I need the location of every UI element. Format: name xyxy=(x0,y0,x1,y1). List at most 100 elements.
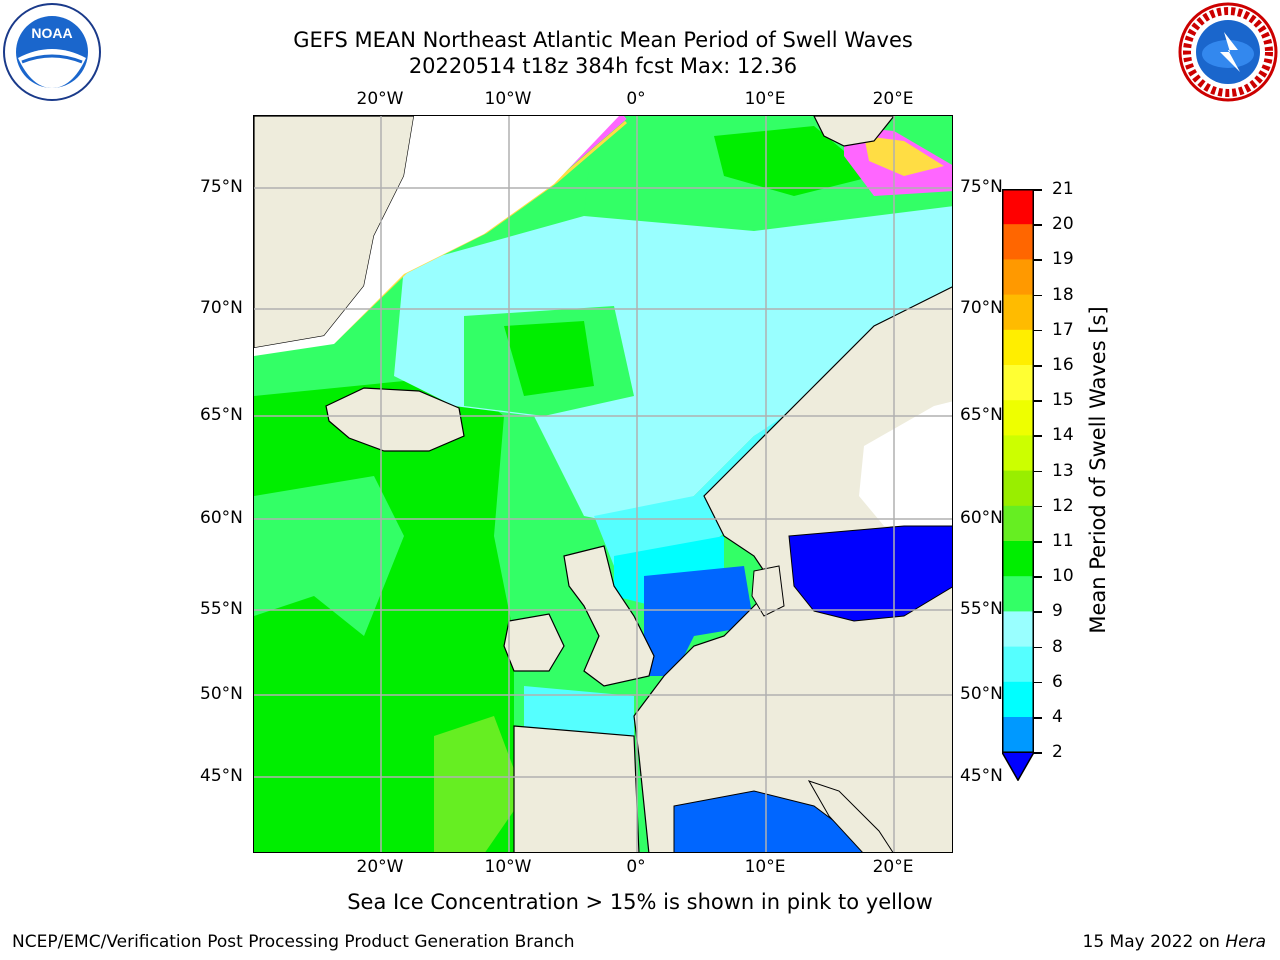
footer-branch: NCEP/EMC/Verification Post Processing Pr… xyxy=(12,932,575,952)
colorbar-tick-label: 11 xyxy=(1052,531,1074,551)
lat-label-left-70n: 70°N xyxy=(200,298,243,318)
footer-host: Hera xyxy=(1225,932,1266,952)
colorbar-tick-label: 17 xyxy=(1052,319,1074,340)
colorbar-bin xyxy=(1002,646,1034,683)
colorbar-tick-mark xyxy=(1034,611,1042,613)
land-svalbard xyxy=(813,116,895,147)
lon-label-top-10w: 10°W xyxy=(484,89,532,109)
lat-label-left-55n: 55°N xyxy=(200,599,243,619)
colorbar-tick-mark xyxy=(1034,224,1042,226)
lon-label-bottom-10e: 10°E xyxy=(744,857,786,877)
snow-sweden xyxy=(859,401,952,526)
colorbar-tick-mark xyxy=(1034,400,1042,402)
period-10-11-central xyxy=(504,321,594,396)
colorbar-tick-mark xyxy=(1034,717,1042,719)
colorbar-tick-label: 6 xyxy=(1052,671,1063,692)
colorbar-tick-label: 14 xyxy=(1052,425,1074,446)
colorbar-bin xyxy=(1002,224,1034,260)
lat-label-left-50n: 50°N xyxy=(200,684,243,704)
ice-greenland-coast xyxy=(254,116,619,356)
lat-label-right-60n: 60°N xyxy=(960,508,1003,528)
lat-label-left-65n: 65°N xyxy=(200,405,243,425)
colorbar-bin xyxy=(1002,294,1034,331)
colorbar-bin xyxy=(1002,189,1034,225)
colorbar-tick-label: 15 xyxy=(1052,390,1074,411)
chart-title: GEFS MEAN Northeast Atlantic Mean Period… xyxy=(293,28,913,52)
colorbar-tick-label: 9 xyxy=(1052,601,1063,622)
lat-label-right-50n: 50°N xyxy=(960,684,1003,704)
colorbar-tick-label: 18 xyxy=(1052,284,1074,305)
lon-label-top-10e: 10°E xyxy=(744,89,786,109)
land-denmark xyxy=(751,565,785,617)
lat-label-left-60n: 60°N xyxy=(200,508,243,528)
colorbar-tick-label: 2 xyxy=(1052,742,1063,763)
colorbar-tick-mark xyxy=(1034,681,1042,684)
period-2-4-northsea xyxy=(644,566,754,676)
map-canvas xyxy=(254,116,952,852)
colorbar-extend-triangle xyxy=(1002,751,1034,781)
colorbar-bin xyxy=(1002,717,1034,753)
colorbar-tick-mark xyxy=(1034,189,1042,191)
colorbar-tick-mark xyxy=(1034,505,1042,508)
lat-label-right-55n: 55°N xyxy=(960,599,1003,619)
lat-label-right-65n: 65°N xyxy=(960,405,1003,425)
nws-logo xyxy=(1178,2,1278,102)
colorbar-tick-label: 21 xyxy=(1052,179,1074,199)
period-10-11-north xyxy=(714,126,874,196)
land-iberia xyxy=(513,725,640,852)
lat-label-right-70n: 70°N xyxy=(960,298,1003,318)
colorbar-bin xyxy=(1002,681,1034,718)
lat-label-right-45n: 45°N xyxy=(960,766,1003,786)
swell-period-map xyxy=(253,115,953,853)
land-great-britain xyxy=(563,545,655,687)
land-iceland xyxy=(325,387,465,452)
baltic-sea xyxy=(788,525,952,622)
colorbar-bin xyxy=(1002,400,1034,436)
colorbar-bin xyxy=(1002,329,1034,366)
footer-date-text: 15 May 2022 on xyxy=(1082,932,1226,952)
colorbar-tick-label: 20 xyxy=(1052,214,1074,235)
noaa-logo: NOAA xyxy=(3,3,101,101)
colorbar-tick-label: 8 xyxy=(1052,636,1063,657)
colorbar-tick-label: 13 xyxy=(1052,460,1074,481)
colorbar-tick-mark xyxy=(1034,329,1042,332)
footer-date: 15 May 2022 on Hera xyxy=(1083,932,1267,952)
colorbar-tick-mark xyxy=(1034,365,1042,367)
period-9-10-patch xyxy=(254,476,404,636)
land-italy xyxy=(807,780,894,852)
lat-label-left-75n: 75°N xyxy=(200,177,243,197)
colorbar-bin xyxy=(1002,470,1034,507)
colorbar-bin xyxy=(1002,611,1034,648)
colorbar-bin xyxy=(1002,435,1034,472)
colorbar-tick-mark xyxy=(1034,294,1042,297)
colorbar-tick-mark xyxy=(1034,752,1042,754)
colorbar-tick-mark xyxy=(1034,541,1042,543)
colorbar-tick-label: 10 xyxy=(1052,566,1074,587)
period-11-12-patch xyxy=(434,716,524,852)
colorbar-tick-label: 19 xyxy=(1052,249,1074,270)
lat-label-right-75n: 75°N xyxy=(960,177,1003,197)
sea-ice-note: Sea Ice Concentration > 15% is shown in … xyxy=(347,890,933,914)
lon-label-bottom-20w: 20°W xyxy=(356,857,404,877)
graticule xyxy=(254,116,952,852)
lat-label-left-45n: 45°N xyxy=(200,766,243,786)
colorbar-tick-label: 12 xyxy=(1052,495,1074,516)
chart-subtitle: 20220514 t18z 384h fcst Max: 12.36 xyxy=(408,54,798,78)
lon-label-top-0: 0° xyxy=(626,89,646,109)
colorbar-outline xyxy=(1002,189,1034,753)
colorbar-tick-label: 4 xyxy=(1052,707,1063,727)
lon-label-bottom-10w: 10°W xyxy=(484,857,532,877)
colorbar-label: Mean Period of Swell Waves [s] xyxy=(1086,306,1110,634)
sea-ice-svalbard-yellow xyxy=(864,136,944,176)
lon-label-top-20w: 20°W xyxy=(356,89,404,109)
colorbar-tick-mark xyxy=(1034,435,1042,437)
svg-text:NOAA: NOAA xyxy=(31,25,72,41)
lon-label-top-20e: 20°E xyxy=(872,89,914,109)
colorbar-bin xyxy=(1002,576,1034,612)
colorbar-tick-mark xyxy=(1034,646,1042,649)
colorbar-tick-mark xyxy=(1034,470,1042,473)
lon-label-bottom-0: 0° xyxy=(626,857,646,877)
colorbar-bin xyxy=(1002,541,1034,577)
colorbar-tick-label: 16 xyxy=(1052,355,1074,375)
lon-label-bottom-20e: 20°E xyxy=(872,857,914,877)
